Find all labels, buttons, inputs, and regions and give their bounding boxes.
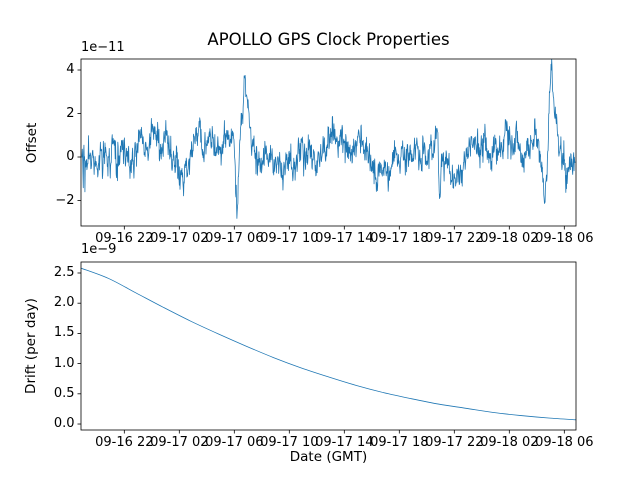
bottom-y-scale-label: 1e−9	[81, 242, 117, 257]
x-axis-label: Date (GMT)	[289, 449, 368, 465]
drift-plot-area	[77, 261, 577, 434]
y-tick-label: −2	[55, 192, 75, 208]
x-tick-label: 09-17 06	[205, 231, 264, 246]
top-y-scale-label: 1e−11	[81, 40, 125, 55]
x-tick-label: 09-17 14	[315, 231, 374, 246]
y-tick-label: 2.5	[53, 264, 75, 280]
x-tick-label: 09-18 02	[480, 231, 539, 246]
chart-title: APOLLO GPS Clock Properties	[207, 30, 450, 49]
x-tick-label: 09-16 22	[95, 231, 154, 246]
y-tick-label: 0	[66, 149, 75, 164]
x-tick-label: 09-17 10	[260, 435, 319, 450]
x-tick-label: 09-17 22	[425, 435, 484, 450]
x-tick-label: 09-17 18	[370, 231, 429, 246]
x-tick-label: 09-18 06	[535, 435, 594, 450]
x-tick-label: 09-17 02	[150, 435, 209, 450]
y-tick-label: 4	[66, 62, 75, 77]
x-tick-label: 09-18 06	[535, 231, 594, 246]
y-tick-label: 0.0	[53, 416, 75, 432]
offset-axes-spines	[80, 58, 577, 227]
y-tick-label: 2	[66, 105, 75, 121]
x-tick-label: 09-18 02	[480, 435, 539, 450]
x-tick-label: 09-17 10	[260, 231, 319, 246]
drift-axes-spines	[80, 261, 577, 431]
offset-series-line	[81, 59, 576, 219]
drift-series-line	[81, 267, 576, 421]
x-tick-label: 09-17 14	[315, 435, 374, 450]
x-tick-label: 09-16 22	[95, 435, 154, 450]
x-tick-label: 09-17 22	[425, 231, 484, 246]
y-tick-label: 1.5	[53, 325, 75, 341]
y-tick-label: 0.5	[53, 385, 75, 401]
x-tick-label: 09-17 06	[205, 435, 264, 450]
y-tick-label: 1.0	[53, 355, 75, 371]
y-tick-label: 2.0	[53, 295, 75, 311]
x-tick-label: 09-17 18	[370, 435, 429, 450]
top-y-axis-label: Offset	[24, 122, 40, 164]
x-tick-label: 09-17 02	[150, 231, 209, 246]
offset-plot-area	[77, 58, 577, 230]
